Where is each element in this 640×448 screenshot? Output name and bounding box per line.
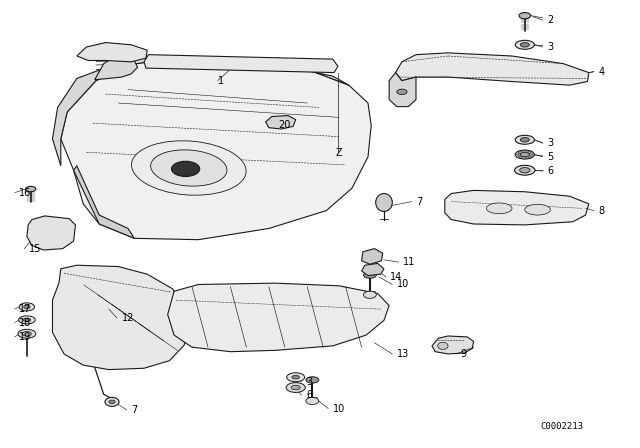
Text: 5: 5	[547, 152, 554, 162]
Polygon shape	[52, 69, 101, 166]
Ellipse shape	[525, 204, 550, 215]
Polygon shape	[445, 190, 589, 225]
Ellipse shape	[306, 377, 319, 383]
Text: 7: 7	[131, 405, 138, 415]
Ellipse shape	[518, 156, 522, 158]
Ellipse shape	[364, 272, 376, 278]
Ellipse shape	[519, 13, 531, 19]
Text: 14: 14	[390, 272, 403, 282]
Ellipse shape	[105, 397, 119, 406]
Ellipse shape	[286, 383, 305, 392]
Text: 20: 20	[278, 121, 291, 130]
Ellipse shape	[271, 119, 282, 125]
Polygon shape	[396, 53, 589, 85]
Ellipse shape	[527, 156, 531, 158]
Polygon shape	[27, 216, 76, 250]
Text: Z: Z	[336, 148, 342, 158]
Ellipse shape	[515, 150, 534, 159]
Polygon shape	[52, 265, 187, 370]
Polygon shape	[144, 55, 338, 73]
Ellipse shape	[23, 318, 31, 322]
Ellipse shape	[520, 168, 530, 173]
Text: 3: 3	[547, 42, 554, 52]
Ellipse shape	[95, 47, 120, 58]
Polygon shape	[266, 116, 296, 129]
Text: C0002213: C0002213	[540, 422, 584, 431]
Ellipse shape	[101, 49, 114, 56]
Text: 10: 10	[333, 404, 345, 414]
Ellipse shape	[131, 141, 246, 195]
Text: 18: 18	[19, 318, 31, 327]
Polygon shape	[362, 263, 384, 276]
Ellipse shape	[287, 373, 305, 382]
Text: 19: 19	[19, 332, 31, 342]
Ellipse shape	[18, 329, 36, 338]
Ellipse shape	[22, 332, 31, 336]
Polygon shape	[389, 73, 416, 107]
Ellipse shape	[486, 203, 512, 214]
Polygon shape	[77, 43, 147, 62]
Text: 3: 3	[547, 138, 554, 148]
Ellipse shape	[19, 316, 35, 324]
Text: 4: 4	[598, 67, 605, 77]
Ellipse shape	[150, 150, 227, 186]
Text: 13: 13	[397, 349, 409, 359]
Ellipse shape	[520, 138, 529, 142]
Text: 3: 3	[306, 377, 312, 387]
Text: 7: 7	[416, 197, 422, 207]
Ellipse shape	[283, 119, 293, 125]
Ellipse shape	[306, 397, 319, 405]
Ellipse shape	[397, 89, 407, 95]
Polygon shape	[362, 249, 383, 264]
Ellipse shape	[515, 165, 535, 175]
Ellipse shape	[516, 154, 520, 155]
Ellipse shape	[24, 305, 30, 309]
Text: 9: 9	[461, 349, 467, 359]
Ellipse shape	[520, 152, 529, 157]
Ellipse shape	[529, 154, 533, 155]
Ellipse shape	[291, 385, 300, 390]
Ellipse shape	[364, 291, 376, 298]
Ellipse shape	[292, 375, 300, 379]
Ellipse shape	[172, 161, 200, 177]
Ellipse shape	[527, 151, 531, 153]
Text: 15: 15	[29, 244, 41, 254]
Ellipse shape	[109, 400, 115, 404]
Text: 8: 8	[598, 206, 605, 215]
Ellipse shape	[518, 151, 522, 153]
Polygon shape	[95, 55, 138, 80]
Polygon shape	[96, 56, 349, 85]
Ellipse shape	[515, 135, 534, 144]
Text: 10: 10	[397, 280, 409, 289]
Text: 17: 17	[19, 304, 31, 314]
Text: 11: 11	[403, 257, 415, 267]
Ellipse shape	[19, 303, 35, 311]
Ellipse shape	[515, 40, 534, 49]
Ellipse shape	[438, 342, 448, 349]
Text: 6: 6	[306, 390, 312, 400]
Ellipse shape	[520, 43, 529, 47]
Polygon shape	[74, 166, 134, 238]
Polygon shape	[61, 59, 371, 240]
Polygon shape	[168, 283, 389, 352]
Ellipse shape	[376, 194, 392, 211]
Text: 1: 1	[218, 76, 224, 86]
Text: 12: 12	[122, 313, 134, 323]
Text: 2: 2	[547, 15, 554, 25]
Ellipse shape	[523, 151, 527, 152]
Polygon shape	[432, 336, 474, 354]
Ellipse shape	[26, 186, 36, 192]
Ellipse shape	[523, 157, 527, 159]
Text: 6: 6	[547, 166, 554, 176]
Text: 16: 16	[19, 188, 31, 198]
